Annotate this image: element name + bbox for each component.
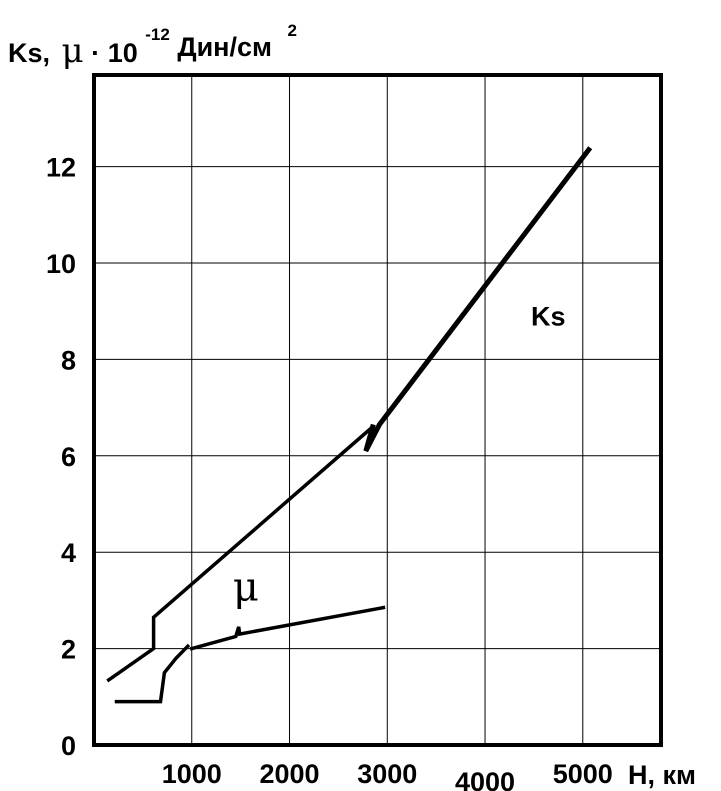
y-axis-title-dot: · <box>91 38 100 68</box>
y-tick-label: 6 <box>61 442 76 472</box>
grid <box>94 75 661 745</box>
y-tick-label: 8 <box>61 345 76 375</box>
series-mu <box>114 605 386 704</box>
x-tick-label: 2000 <box>259 759 319 789</box>
y-tick-labels: 0 2 4 6 8 10 12 <box>46 153 76 761</box>
x-tick-labels: 1000 2000 3000 4000 5000 <box>162 759 613 791</box>
y-tick-label: 4 <box>61 538 76 568</box>
annotations: Ks μ <box>233 302 566 611</box>
y-axis-title-prefix: Ks, <box>8 38 50 68</box>
y-axis-title-mu: μ <box>62 31 84 71</box>
y-axis-title: Ks, μ · 10 -12 Дин/см 2 <box>8 16 297 71</box>
y-axis-title-unit-exponent: 2 <box>288 21 297 40</box>
y-axis-title-unit: Дин/см <box>177 32 272 62</box>
y-tick-label: 12 <box>46 153 76 183</box>
y-axis-title-base: 10 <box>108 38 138 68</box>
series-group <box>106 146 593 704</box>
y-tick-label: 2 <box>61 635 76 665</box>
series-line-segment <box>114 643 191 704</box>
y-tick-label: 0 <box>61 731 76 761</box>
plot-frame <box>92 73 663 747</box>
x-axis-title: H, км <box>628 760 696 790</box>
y-axis-title-exponent: -12 <box>145 25 170 44</box>
series-line-segment <box>189 605 386 651</box>
x-tick-label: 3000 <box>357 759 417 789</box>
series-ks <box>106 146 593 683</box>
y-tick-label: 10 <box>46 249 76 279</box>
series-line-segment <box>363 146 593 453</box>
x-tick-label: 1000 <box>162 759 222 789</box>
x-tick-label: 4000 <box>455 767 515 791</box>
ks-series-label: Ks <box>531 302 566 332</box>
x-tick-label: 5000 <box>553 759 613 789</box>
mu-series-label: μ <box>233 564 259 610</box>
series-line-segment <box>106 424 376 683</box>
